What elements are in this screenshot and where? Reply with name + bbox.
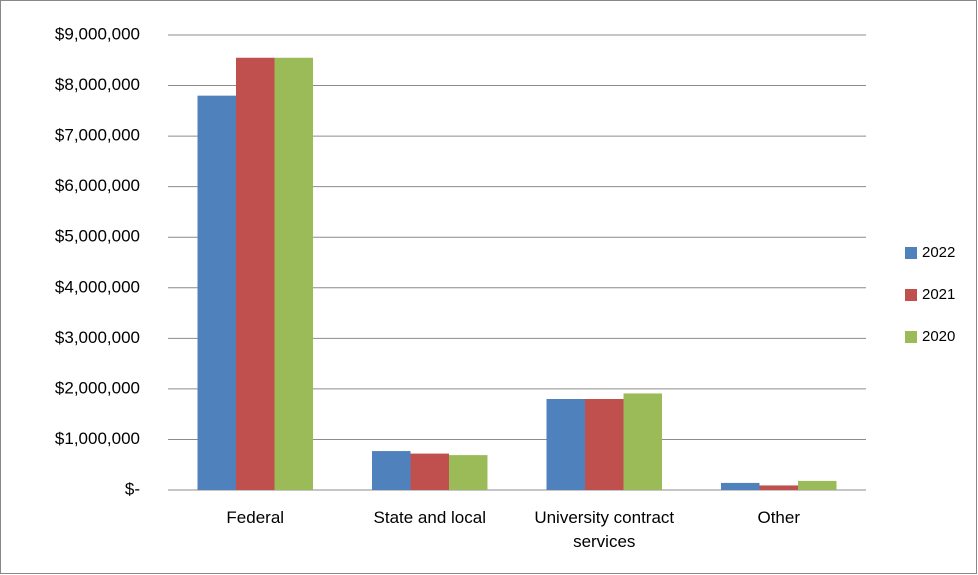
bar — [372, 451, 411, 490]
y-tick-label: $1,000,000 — [55, 429, 140, 448]
legend-swatch — [905, 247, 917, 259]
y-tick-label: $- — [125, 479, 140, 498]
bar — [798, 480, 837, 490]
x-tick-label: Other — [757, 508, 801, 527]
bar — [236, 57, 275, 490]
bar — [721, 482, 760, 490]
bar — [274, 57, 313, 490]
bar — [410, 453, 449, 490]
y-tick-label: $7,000,000 — [55, 126, 140, 145]
y-tick-label: $9,000,000 — [55, 24, 140, 43]
x-tick-label: State and local — [373, 508, 486, 527]
bar — [585, 399, 624, 490]
bar — [759, 485, 798, 490]
y-tick-label: $4,000,000 — [55, 277, 140, 296]
bar — [449, 455, 488, 490]
legend-swatch — [905, 289, 917, 301]
x-tick-label: Federal — [226, 508, 285, 527]
y-tick-label: $3,000,000 — [55, 328, 140, 347]
bar — [197, 95, 236, 491]
y-tick-label: $6,000,000 — [55, 176, 140, 195]
y-tick-label: $2,000,000 — [55, 378, 140, 397]
y-tick-label: $8,000,000 — [55, 75, 140, 94]
y-tick-label: $5,000,000 — [55, 227, 140, 246]
legend-label: 2021 — [922, 286, 955, 303]
legend-label: 2022 — [922, 244, 955, 261]
x-tick-label: University contract services — [534, 508, 675, 551]
legend-label: 2020 — [922, 328, 955, 345]
bar — [546, 399, 585, 490]
bar — [623, 393, 662, 490]
legend-swatch — [905, 331, 917, 343]
